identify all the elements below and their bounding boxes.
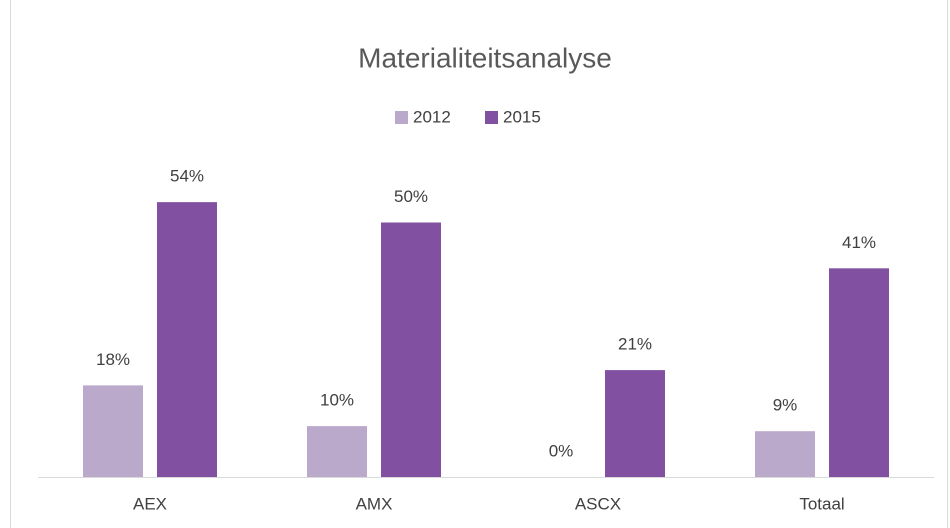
data-label: 21% bbox=[618, 335, 652, 354]
data-label: 54% bbox=[170, 167, 204, 186]
legend-swatch bbox=[395, 111, 408, 124]
data-label: 50% bbox=[394, 187, 428, 206]
data-label: 9% bbox=[773, 396, 798, 415]
bar bbox=[307, 426, 367, 477]
legend-swatch bbox=[485, 111, 498, 124]
legend-label: 2015 bbox=[503, 107, 541, 126]
data-label: 18% bbox=[96, 350, 130, 369]
bar bbox=[157, 202, 217, 477]
data-label: 41% bbox=[842, 233, 876, 252]
bar bbox=[755, 431, 815, 477]
legend-label: 2012 bbox=[413, 107, 451, 126]
x-tick-label: ASCX bbox=[575, 494, 621, 513]
chart-frame bbox=[10, 0, 948, 528]
x-tick-label: AMX bbox=[356, 494, 393, 513]
data-label: 10% bbox=[320, 391, 354, 410]
data-label: 0% bbox=[549, 441, 574, 460]
bar bbox=[381, 222, 441, 477]
x-tick-label: Totaal bbox=[799, 494, 844, 513]
bar bbox=[829, 268, 889, 477]
bar bbox=[605, 370, 665, 477]
chart-title: Materialiteitsanalyse bbox=[358, 42, 612, 73]
bar bbox=[83, 385, 143, 477]
x-tick-label: AEX bbox=[133, 494, 167, 513]
